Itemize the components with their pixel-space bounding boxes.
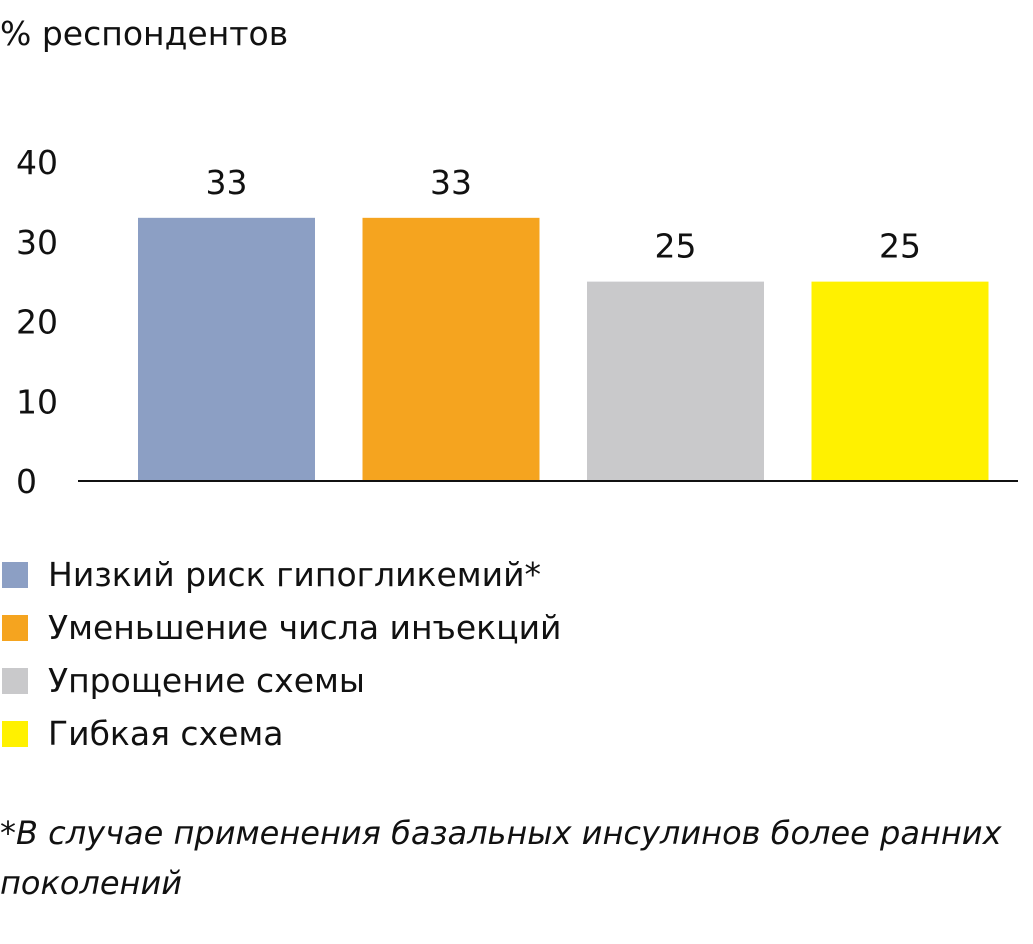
legend-swatch [2, 720, 28, 747]
bar [587, 281, 764, 481]
y-tick-label: 10 [16, 382, 58, 421]
y-tick-label: 40 [16, 143, 58, 182]
footnote-line: *В случае применения базальных инсулинов… [0, 814, 1002, 852]
legend-swatch [2, 667, 28, 694]
legend-item: Уменьшение числа инъекций [0, 601, 561, 654]
y-tick-label: 30 [16, 223, 58, 262]
y-tick-label: 20 [16, 303, 58, 342]
legend-label: Уменьшение числа инъекций [48, 607, 562, 647]
bar-value-label: 33 [206, 163, 248, 202]
bars [138, 217, 989, 481]
bar-value-label: 25 [879, 227, 921, 266]
y-axis-ticks: 0 10 20 30 40 [16, 143, 58, 501]
legend-item: Низкий риск гипогликемий* [0, 548, 561, 601]
bar [138, 217, 315, 481]
bar-value-label: 25 [655, 227, 697, 266]
footnote: *В случае применения базальных инсулинов… [0, 808, 1030, 908]
bar-value-label: 33 [430, 163, 472, 202]
bar-chart: 0 10 20 30 40 33 33 25 25 [16, 143, 1018, 501]
legend-item: Гибкая схема [0, 707, 561, 760]
legend-label: Низкий риск гипогликемий* [48, 554, 542, 594]
legend-swatch [2, 561, 28, 588]
legend-swatch [2, 614, 28, 641]
value-labels: 33 33 25 25 [206, 163, 922, 266]
legend-label: Упрощение схемы [48, 660, 365, 700]
legend-label: Гибкая схема [48, 713, 284, 753]
y-axis-label: % респондентов [0, 14, 289, 53]
legend: Низкий риск гипогликемий* Уменьшение чис… [0, 548, 561, 760]
bar [362, 217, 540, 481]
y-tick-label: 0 [16, 462, 37, 501]
legend-item: Упрощение схемы [0, 654, 561, 707]
bar [811, 281, 989, 481]
footnote-line: поколений [0, 864, 183, 902]
